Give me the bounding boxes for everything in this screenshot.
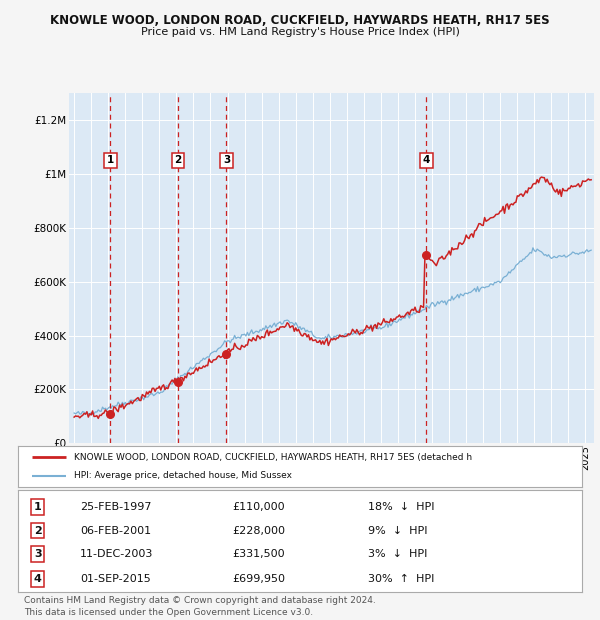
Text: 3: 3: [34, 549, 41, 559]
Text: HPI: Average price, detached house, Mid Sussex: HPI: Average price, detached house, Mid …: [74, 471, 292, 480]
Text: 9%  ↓  HPI: 9% ↓ HPI: [368, 526, 427, 536]
Text: KNOWLE WOOD, LONDON ROAD, CUCKFIELD, HAYWARDS HEATH, RH17 5ES: KNOWLE WOOD, LONDON ROAD, CUCKFIELD, HAY…: [50, 14, 550, 27]
Text: This data is licensed under the Open Government Licence v3.0.: This data is licensed under the Open Gov…: [24, 608, 313, 617]
Text: Price paid vs. HM Land Registry's House Price Index (HPI): Price paid vs. HM Land Registry's House …: [140, 27, 460, 37]
Text: 1: 1: [107, 156, 114, 166]
Text: £228,000: £228,000: [232, 526, 286, 536]
Text: £110,000: £110,000: [232, 502, 285, 512]
Text: 3%  ↓  HPI: 3% ↓ HPI: [368, 549, 427, 559]
Text: 1: 1: [34, 502, 41, 512]
Text: 30%  ↑  HPI: 30% ↑ HPI: [368, 574, 434, 584]
Text: Contains HM Land Registry data © Crown copyright and database right 2024.: Contains HM Land Registry data © Crown c…: [24, 596, 376, 606]
Text: £331,500: £331,500: [232, 549, 285, 559]
Text: 2: 2: [34, 526, 41, 536]
Text: 3: 3: [223, 156, 230, 166]
Text: KNOWLE WOOD, LONDON ROAD, CUCKFIELD, HAYWARDS HEATH, RH17 5ES (detached h: KNOWLE WOOD, LONDON ROAD, CUCKFIELD, HAY…: [74, 453, 473, 462]
Text: 06-FEB-2001: 06-FEB-2001: [80, 526, 151, 536]
Text: 4: 4: [34, 574, 41, 584]
Text: 01-SEP-2015: 01-SEP-2015: [80, 574, 151, 584]
Text: 18%  ↓  HPI: 18% ↓ HPI: [368, 502, 434, 512]
Text: £699,950: £699,950: [232, 574, 286, 584]
Text: 11-DEC-2003: 11-DEC-2003: [80, 549, 154, 559]
Text: 4: 4: [423, 156, 430, 166]
Text: 25-FEB-1997: 25-FEB-1997: [80, 502, 152, 512]
Text: 2: 2: [175, 156, 182, 166]
